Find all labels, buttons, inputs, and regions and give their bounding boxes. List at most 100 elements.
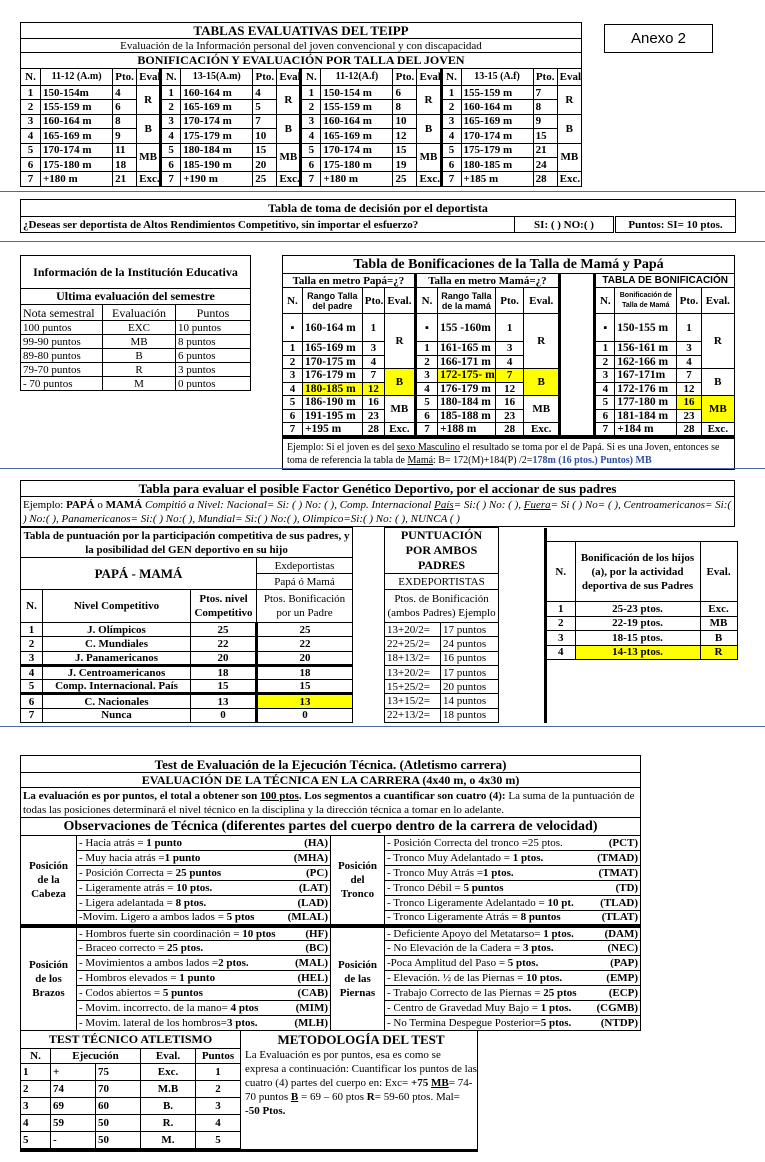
item-code: (TD) xyxy=(615,882,639,894)
parent-height-bonus-table: Tabla de Bonificaciones de la Talla de M… xyxy=(282,255,736,470)
result: 20 puntos xyxy=(440,679,500,695)
col-pto: Pto. xyxy=(112,68,138,86)
item-description: - Tronco Muy Adelantado = xyxy=(387,852,513,864)
points: 3 xyxy=(676,341,702,356)
table-row: 99-90 puntos MB 8 puntos xyxy=(20,334,252,349)
row-number: 7 xyxy=(299,171,322,187)
row-number: 1 xyxy=(439,84,462,101)
item-code: (TMAD) xyxy=(597,852,639,864)
row-number: 3 xyxy=(19,113,42,130)
row-number: ▪ xyxy=(282,313,303,342)
item-description: - Posición Correcta = xyxy=(79,867,176,879)
children-bonus-table: N. Bonificación de los hijos (a), por la … xyxy=(547,541,738,660)
table-cell: 99-90 puntos xyxy=(20,334,103,349)
item-row: - Elevación. ½ de las Piernas = 10 ptos.… xyxy=(387,972,638,984)
genetic-title: Tabla para evaluar el posible Factor Gen… xyxy=(20,480,735,497)
evaluation: B xyxy=(416,113,442,144)
subtable-caption: TABLA DE BONIFICACIÓN xyxy=(594,273,735,288)
item-description: - Tronco Débil = xyxy=(387,882,464,894)
score-range: 18-15 ptos. xyxy=(574,630,701,646)
evaluation: R xyxy=(700,313,736,369)
points: 20 xyxy=(252,156,278,173)
table-cell: 70 xyxy=(95,1079,141,1098)
row-number: 6 xyxy=(19,156,42,173)
item-points: 1 punto xyxy=(164,852,201,864)
table-cell: 4 xyxy=(194,1113,242,1132)
item-row: - Tronco Débil = 5 puntos (TD) xyxy=(387,882,638,894)
col-n: N. xyxy=(19,68,42,86)
calculation: 13+15/2= xyxy=(384,693,442,709)
decision-table: Tabla de toma de decisión por el deporti… xyxy=(19,199,737,233)
text-segment: Mamá xyxy=(407,455,434,466)
table-subtitle: Evaluación de la Información personal de… xyxy=(20,38,582,53)
score-range: 14-13 ptos. xyxy=(574,644,701,660)
points: 25 xyxy=(252,171,278,187)
bonus-points: 18 xyxy=(254,663,354,681)
height-range: 177-180 m xyxy=(614,395,678,410)
height-range: 170-174 m xyxy=(320,142,394,158)
item-row: - Posición Correcta del tronco =25 ptos.… xyxy=(387,837,638,849)
text-segment: = 74-70 puntos xyxy=(245,1077,473,1103)
level-points: 20 xyxy=(190,650,257,666)
item-row: - Tronco Ligeramente Atrás = 8 puntos (TL… xyxy=(387,912,638,924)
table-row: - Hombros elevados = 1 punto (HEL) - Eleva… xyxy=(21,970,642,986)
item-text: - Tronco Muy Adelantado = 1 ptos. xyxy=(387,852,543,864)
height-range: +180 m xyxy=(40,171,114,187)
table-row: TABLAS EVALUATIVAS DEL TEIPP xyxy=(20,22,582,39)
height-range: 156-161 m xyxy=(614,341,678,356)
row-number: 7 xyxy=(282,422,303,438)
height-range: +188 m xyxy=(437,422,496,438)
table-cell: 50 xyxy=(95,1130,141,1149)
item-description: - Elevación. ½ de las Piernas = xyxy=(387,972,527,984)
height-range: 160-164 m xyxy=(320,113,394,130)
height-range: 176-179 m xyxy=(301,368,363,383)
item-description: - Deficiente Apoyo del Metatarso= xyxy=(387,927,544,940)
table-row: N.11-12 (A.m)Pto.Eval.N.13-15(A.m)Pto.Ev… xyxy=(19,68,583,86)
height-range: 175-179 m xyxy=(180,128,254,144)
row-number: 1 xyxy=(299,84,322,101)
table-row: Test de Evaluación de la Ejecución Técni… xyxy=(19,755,642,773)
evaluation: Exc. xyxy=(383,422,416,438)
row-number: 5 xyxy=(20,679,43,695)
item-description: - Posición Correcta del tronco =25 ptos. xyxy=(387,837,563,849)
table-row: 2 74 70 M.B 2 xyxy=(20,1079,242,1098)
height-range: 160-164 m xyxy=(40,113,114,130)
item-description: - Movim. lateral de los hombros= xyxy=(79,1017,227,1029)
points: 9 xyxy=(532,113,558,130)
points: 15 xyxy=(392,142,418,158)
position-label: Posición de los Brazos xyxy=(20,923,77,1031)
table-row: 7 +180 m 21 Exc. 7 +190 m 25 Exc. 7 +180 m 25 Exc. 7… xyxy=(19,171,583,187)
level-points: 15 xyxy=(190,679,257,695)
table-row: N. Ejecución Eval. Puntos xyxy=(20,1047,242,1064)
table-row: 5 170-174 m 11 MB 5 180-184 m 15 MB 5 170-174 m 15… xyxy=(19,142,583,173)
col-n: N. xyxy=(159,68,182,86)
row-number: 5 xyxy=(299,142,322,158)
observations-title: Observaciones de Técnica (diferentes par… xyxy=(19,817,642,836)
observation-item: - Ligeramente atrás = 10 ptos. (LAT) xyxy=(76,880,331,896)
observation-item: - Posición Correcta = 25 puntos (PC) xyxy=(76,865,331,881)
height-range: 181-184 m xyxy=(614,408,678,423)
item-row: - Ligeramente atrás = 10 ptos. (LAT) xyxy=(79,882,328,894)
score-range: 25-23 ptos. xyxy=(574,601,701,617)
text-segment: Fuera xyxy=(523,498,551,511)
col-eval: Eval. xyxy=(700,287,736,314)
height-range: 162-166 m xyxy=(614,354,678,369)
row-number: 1 xyxy=(20,621,43,638)
item-row: - Ligera adelantada = 8 ptos. (LAD) xyxy=(79,897,328,909)
genetic-score-table: Tabla de puntuación por la participación… xyxy=(19,527,548,724)
table-cell: R. xyxy=(140,1113,196,1132)
text-segment: . Los segmentos a cuantificar son cuatro… xyxy=(298,789,506,802)
item-points: 4 ptos xyxy=(230,1002,259,1014)
text-segment: = Si:( ) No: ( ), xyxy=(453,498,524,511)
points: 7 xyxy=(494,368,525,383)
item-points: 10 ptos. xyxy=(526,972,563,984)
level-points: 13 xyxy=(190,692,257,709)
item-description: - Codos abiertos = xyxy=(79,987,163,999)
test-subtitle: EVALUACIÓN DE LA TÉCNICA EN LA CARRERA (… xyxy=(19,772,642,788)
table-row: 5 186-190 m 16 MB 5 180-184 m 16 MB 5 177-180 m 16… xyxy=(282,395,736,423)
height-range: +184 m xyxy=(614,422,678,438)
item-points: 10 ptos xyxy=(242,927,276,940)
row-number: 7 xyxy=(594,422,616,438)
table-cell: 2 xyxy=(194,1079,242,1098)
